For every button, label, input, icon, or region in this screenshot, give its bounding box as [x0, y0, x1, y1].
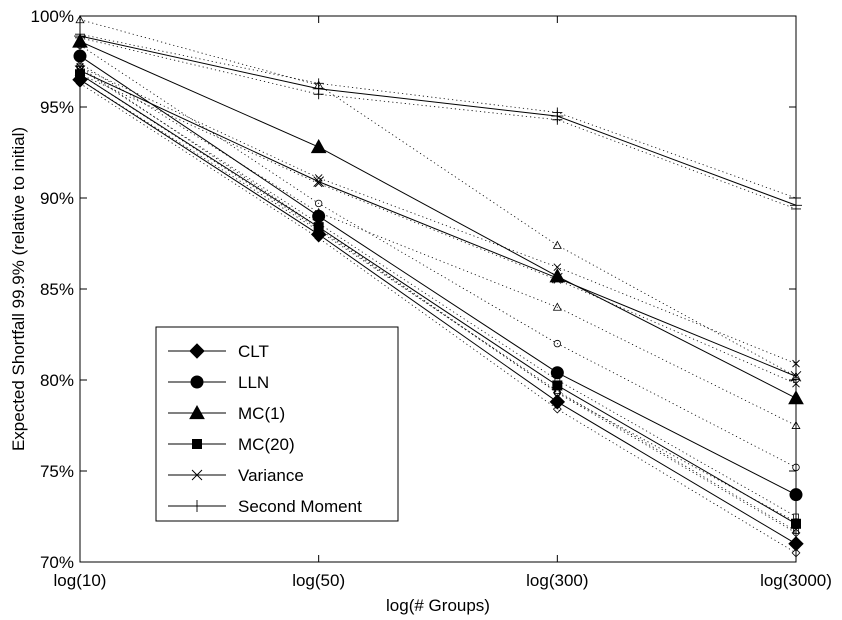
legend-marker: [191, 469, 203, 481]
series-lln-point: [312, 209, 326, 223]
x-axis-label: log(# Groups): [386, 596, 490, 615]
series-variance-point: [313, 176, 324, 187]
series-lln-band-upper: [79, 44, 797, 468]
series-mc-20-line: [79, 73, 797, 525]
legend-marker: [189, 404, 205, 420]
legend-label: MC(20): [238, 435, 295, 454]
series-variance-band-lower: [79, 73, 797, 385]
series-second-moment-point: [312, 82, 325, 95]
x-tick-label: log(50): [292, 571, 345, 590]
series-lln-line: [79, 55, 797, 496]
series-mc-1-line: [79, 41, 797, 399]
series-second-moment-band-lower: [79, 37, 797, 210]
x-tick-label: log(3000): [760, 571, 832, 590]
axis-ticks: log(10) log(50) log(300) log(3000) 70% 75% 80%…: [31, 7, 832, 590]
series-clt-band-lower-point: [552, 404, 562, 414]
series-clt-line: [79, 79, 797, 545]
series-second-moment-band-upper: [79, 33, 797, 199]
y-tick-label: 100%: [31, 7, 74, 26]
series-mc-1-band-upper: [79, 19, 797, 377]
legend-marker: [189, 343, 205, 359]
y-tick-label: 70%: [40, 553, 74, 572]
series-lln-band-lower: [79, 66, 797, 523]
legend-marker: [191, 500, 203, 512]
y-tick-label: 85%: [40, 280, 74, 299]
legend-label: CLT: [238, 342, 269, 361]
y-tick-label: 75%: [40, 462, 74, 481]
series-mc-1-point: [549, 268, 566, 283]
legend: CLT LLN MC(1) MC(20) Variance Second Moment: [155, 326, 399, 522]
series-lln-band-upper-point: [553, 339, 562, 348]
series-mc-20-point: [552, 380, 563, 391]
series-second-moment-point: [551, 110, 564, 123]
y-tick-label: 80%: [40, 371, 74, 390]
y-axis-label: Expected Shortfall 99.9% (relative to in…: [9, 127, 28, 451]
series-clt-band-upper: [79, 73, 797, 534]
legend-marker: [190, 375, 204, 389]
series-variance-band-upper: [79, 66, 797, 364]
series-second-moment-line: [79, 35, 797, 206]
series-variance-band-upper-point: [553, 263, 562, 271]
legend-label: MC(1): [238, 404, 285, 423]
x-tick-label: log(10): [54, 571, 107, 590]
series-mc-1-band-upper-point: [552, 240, 562, 249]
legend-label: Variance: [238, 466, 304, 485]
y-tick-label: 95%: [40, 98, 74, 117]
legend-label: Second Moment: [238, 497, 362, 516]
series-variance-point: [552, 272, 563, 284]
series-mc-1-band-lower-point: [552, 302, 562, 311]
series-mc-1-point: [310, 139, 327, 154]
series-clt-point: [549, 394, 566, 410]
legend-marker: [192, 439, 202, 449]
series-mc-20-point: [313, 222, 324, 233]
series-lln-point: [550, 366, 564, 380]
x-tick-label: log(300): [526, 571, 588, 590]
series-lln-band-upper-point: [314, 199, 323, 208]
legend-label: LLN: [238, 373, 269, 392]
series-variance-band-lower-point: [314, 179, 323, 188]
y-tick-label: 90%: [40, 189, 74, 208]
legend-box: [155, 326, 399, 522]
series-variance-line: [79, 70, 797, 377]
